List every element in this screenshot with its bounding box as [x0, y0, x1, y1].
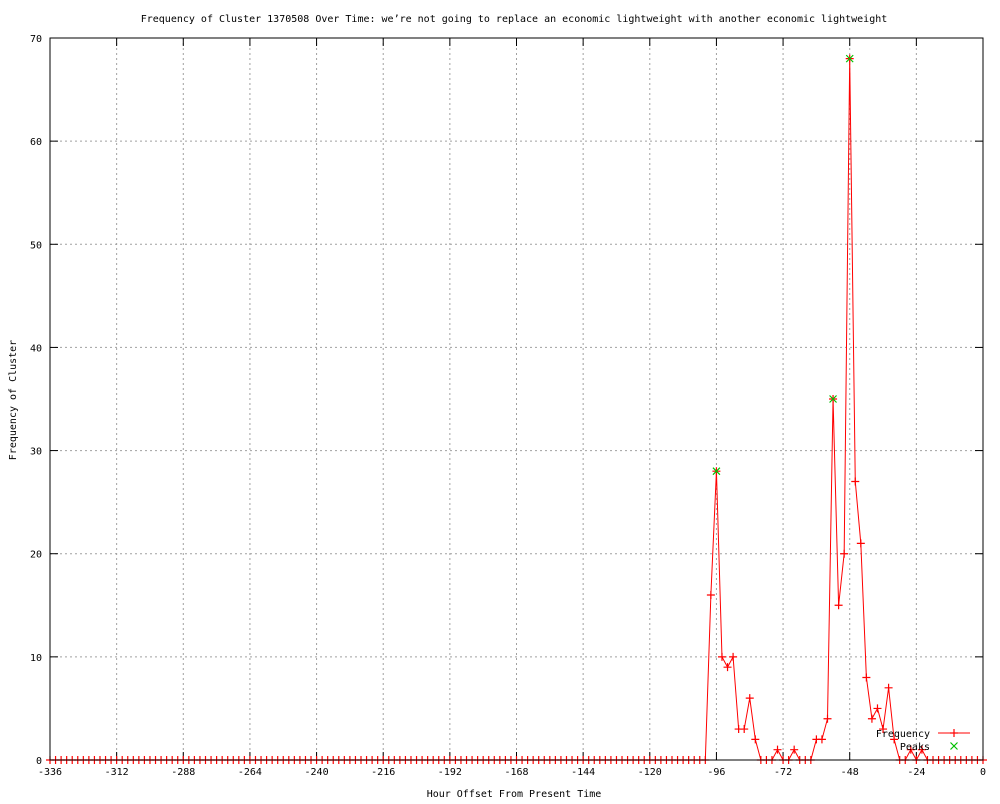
legend-marker	[950, 742, 958, 750]
x-tick-label: -72	[774, 767, 792, 778]
frequency-point	[884, 683, 893, 692]
legend-label: Peaks	[900, 742, 930, 753]
x-tick-label: -336	[38, 767, 62, 778]
y-tick-label: 30	[30, 447, 42, 458]
x-tick-label: 0	[980, 767, 986, 778]
frequency-point	[851, 477, 860, 486]
peak-point	[712, 467, 721, 476]
frequency-point	[867, 714, 876, 723]
frequency-point	[856, 539, 865, 548]
x-tick-label: -144	[571, 767, 595, 778]
x-tick-label: -264	[238, 767, 262, 778]
frequency-point	[817, 735, 826, 744]
y-tick-label: 60	[30, 137, 42, 148]
y-tick-label: 20	[30, 550, 42, 561]
x-axis-label: Hour Offset From Present Time	[427, 789, 602, 800]
frequency-point	[740, 725, 749, 734]
frequency-point	[717, 652, 726, 661]
y-axis-label: Frequency of Cluster	[8, 340, 19, 460]
x-tick-label: -192	[438, 767, 462, 778]
y-tick-label: 0	[36, 756, 42, 767]
frequency-point	[723, 663, 732, 672]
axis-ticks: -336 -312 -288 -264 -240 -216 -192 -168 -144 -120…	[30, 34, 986, 778]
series-peaks	[712, 54, 854, 476]
legend-label: Frequency	[876, 729, 930, 740]
y-tick-label: 10	[30, 653, 42, 664]
frequency-point	[840, 549, 849, 558]
legend-marker	[950, 729, 958, 737]
frequency-point	[862, 673, 871, 682]
frequency-point	[706, 590, 715, 599]
peak-point	[845, 54, 854, 63]
peak-point	[829, 395, 837, 403]
x-tick-label: -48	[841, 767, 859, 778]
y-tick-label: 50	[30, 240, 42, 251]
x-tick-label: -168	[504, 767, 528, 778]
x-tick-label: -288	[171, 767, 195, 778]
x-tick-label: -96	[707, 767, 725, 778]
frequency-point	[834, 601, 843, 610]
frequency-point	[873, 704, 882, 713]
frequency-point	[906, 745, 915, 754]
legend: Frequency Peaks	[876, 729, 970, 753]
frequency-point	[751, 735, 760, 744]
x-tick-label: -120	[638, 767, 662, 778]
frequency-point	[745, 694, 754, 703]
frequency-point	[729, 652, 738, 661]
x-tick-label: -312	[105, 767, 129, 778]
x-tick-label: -240	[305, 767, 329, 778]
x-tick-label: -216	[371, 767, 395, 778]
plot-frame	[49, 37, 984, 761]
y-tick-label: 70	[30, 34, 42, 45]
grid	[50, 38, 983, 760]
frequency-point	[790, 745, 799, 754]
frequency-point	[890, 735, 899, 744]
frequency-point	[773, 745, 782, 754]
x-tick-label: -24	[907, 767, 925, 778]
frequency-point	[879, 725, 888, 734]
chart-title: Frequency of Cluster 1370508 Over Time: …	[141, 14, 888, 25]
frequency-point	[823, 714, 832, 723]
y-tick-label: 40	[30, 343, 42, 354]
frequency-point	[917, 745, 926, 754]
